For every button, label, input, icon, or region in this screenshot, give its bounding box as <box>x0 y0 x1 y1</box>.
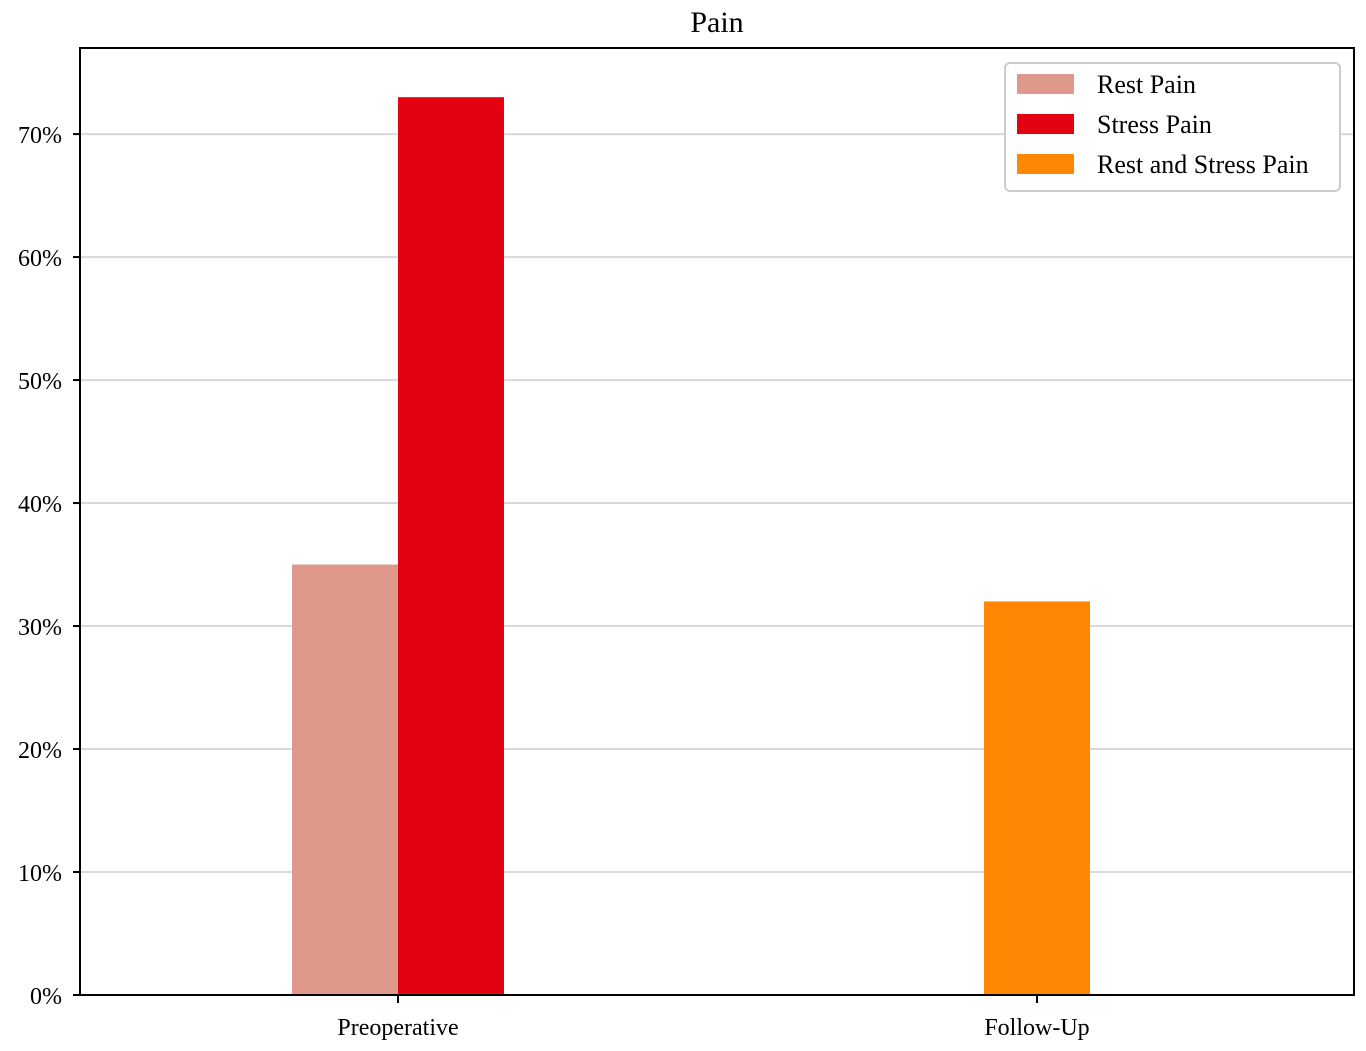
y-tick-label: 40% <box>18 492 62 518</box>
y-tick-label: 20% <box>18 738 62 764</box>
gridlines <box>80 133 1354 874</box>
bars <box>292 97 1090 995</box>
x-tick-label: Preoperative <box>337 1015 458 1041</box>
y-tick-label: 30% <box>18 615 62 641</box>
bar-stress-pain-preoperative <box>398 97 504 995</box>
legend-label: Stress Pain <box>1097 110 1212 139</box>
bar-rest-and-stress-pain-follow-up <box>984 601 1090 995</box>
x-axis-ticks: Preoperative Follow-Up <box>337 995 1090 1041</box>
legend-label: Rest and Stress Pain <box>1097 150 1309 179</box>
bar-rest-pain-preoperative <box>292 564 398 995</box>
legend: Rest Pain Stress Pain Rest and Stress Pain <box>1004 62 1341 192</box>
plot-frame <box>79 47 1355 996</box>
y-tick-label: 10% <box>18 861 62 887</box>
y-tick-label: 50% <box>18 369 62 395</box>
legend-box <box>1004 62 1341 192</box>
legend-swatch <box>1017 74 1074 94</box>
y-tick-label: 70% <box>18 123 62 149</box>
legend-swatch <box>1017 114 1074 134</box>
chart-title: Pain <box>690 6 743 39</box>
legend-label: Rest Pain <box>1097 70 1196 99</box>
y-tick-label: 0% <box>30 984 62 1010</box>
x-tick-label: Follow-Up <box>984 1015 1089 1041</box>
y-axis-ticks: 0% 10% 20% 30% 40% 50% 60% 70% <box>18 123 80 1010</box>
legend-swatch <box>1017 154 1074 174</box>
y-tick-label: 60% <box>18 246 62 272</box>
